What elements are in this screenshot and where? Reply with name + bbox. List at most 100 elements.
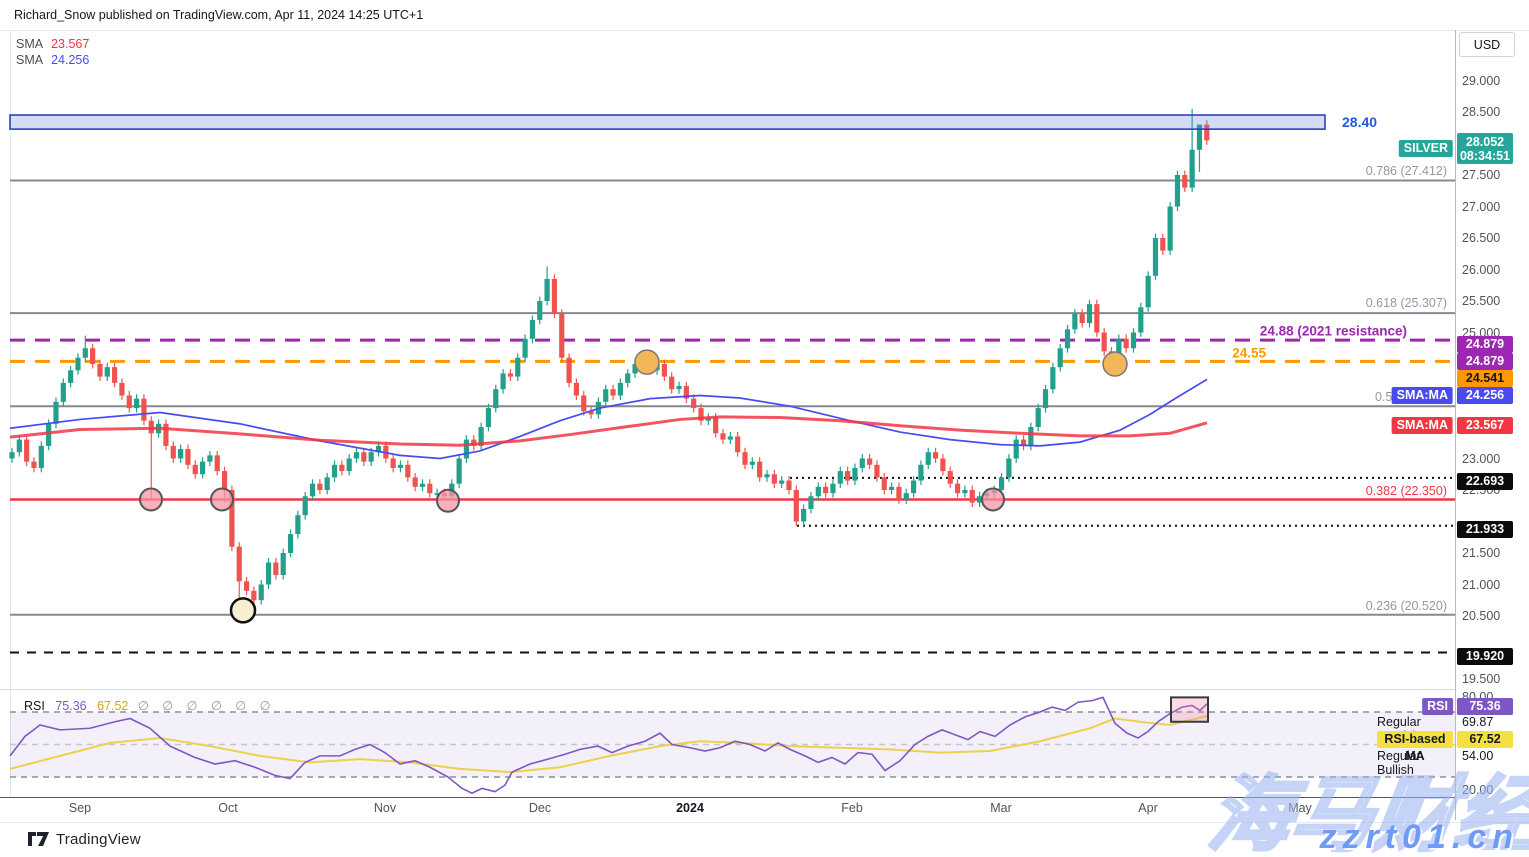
- candle-body: [845, 471, 851, 481]
- candle-body: [610, 389, 616, 396]
- candle-body: [940, 458, 946, 472]
- candle-body: [764, 474, 770, 478]
- axis-price-badge: 22.693: [1457, 472, 1513, 490]
- candle-body: [68, 370, 74, 383]
- candle-body: [603, 389, 609, 402]
- level-label: 24.55: [1232, 345, 1266, 361]
- support-touch-marker: [139, 487, 163, 512]
- price-tick: 21.000: [1462, 577, 1501, 592]
- candle-body: [221, 471, 228, 490]
- candle-body: [1130, 332, 1137, 349]
- candle-body: [236, 546, 242, 582]
- candle-body: [1042, 389, 1049, 409]
- candle-body: [889, 486, 895, 490]
- candle-body: [625, 373, 631, 383]
- candle-body: [669, 376, 675, 390]
- candle-body: [353, 452, 360, 459]
- axis-price-badge: 23.567: [1457, 416, 1513, 434]
- candle-body: [529, 319, 536, 339]
- candle-body: [962, 490, 968, 494]
- candle-body: [742, 452, 748, 465]
- candle-body: [793, 490, 799, 522]
- pane-top-border: [0, 30, 1529, 31]
- candle-body: [361, 452, 367, 462]
- candle-body: [1116, 338, 1122, 358]
- time-axis-label: May: [1288, 801, 1312, 815]
- candle-body: [163, 423, 169, 446]
- candle-body: [463, 439, 470, 459]
- sma-legend-row-2[interactable]: SMA 24.256: [16, 53, 89, 67]
- candle-body: [757, 461, 763, 478]
- rsi-indicator-legend[interactable]: RSI 75.36 67.52 ∅ ∅ ∅ ∅ ∅ ∅: [24, 698, 276, 713]
- candle-body: [1101, 332, 1107, 352]
- candle-body: [1196, 124, 1203, 150]
- axis-price-badge: 24.879: [1457, 352, 1513, 370]
- candle-body: [207, 455, 213, 462]
- candle-body: [419, 483, 426, 487]
- candle-body: [324, 477, 330, 490]
- candle-body: [53, 401, 59, 424]
- price-tick: 26.500: [1462, 231, 1501, 245]
- level-touch-marker: [1102, 351, 1128, 377]
- candle-body: [24, 439, 30, 462]
- rsi-divergence-value: 69.87: [1462, 715, 1494, 729]
- candle-body: [830, 483, 836, 494]
- price-tick: 25.500: [1462, 294, 1501, 308]
- candle-body: [192, 464, 198, 475]
- candle-body: [1035, 408, 1041, 427]
- time-axis-label: Nov: [373, 801, 397, 815]
- candle-body: [434, 493, 440, 495]
- rsi-legend-title: RSI: [24, 699, 45, 713]
- level-label: 0.786 (27.412): [1365, 164, 1447, 178]
- pane-separator[interactable]: [0, 689, 1455, 690]
- candle-body: [1204, 124, 1210, 141]
- candle-body: [727, 436, 733, 440]
- swing-low-marker: [229, 597, 257, 624]
- candle-body: [969, 490, 975, 503]
- price-tick: 20.500: [1462, 609, 1501, 623]
- price-tick: 27.000: [1462, 199, 1501, 214]
- candle-body: [339, 464, 345, 472]
- candle-body: [229, 490, 235, 547]
- candle-body: [749, 461, 755, 465]
- tradingview-logo-icon: [28, 832, 49, 846]
- candle-body: [771, 474, 777, 484]
- candle-body: [698, 408, 704, 421]
- candle-body: [522, 338, 528, 358]
- candle-body: [1167, 206, 1173, 251]
- candle-body: [1020, 439, 1027, 446]
- axis-price-badge: 28.052 08:34:51: [1457, 133, 1513, 164]
- candle-body: [859, 458, 865, 468]
- candle-body: [1086, 304, 1093, 324]
- candle-body: [141, 398, 147, 421]
- candle-body: [478, 427, 484, 446]
- tradingview-brand[interactable]: TradingView: [28, 831, 141, 848]
- candle-body: [1057, 348, 1063, 368]
- candle-body: [251, 590, 257, 601]
- candle-body: [1145, 275, 1151, 308]
- candle-body: [1079, 313, 1085, 324]
- currency-toggle-button[interactable]: USD: [1459, 32, 1515, 57]
- axis-badge-source-label: Regular Bullish: [1377, 749, 1421, 777]
- candle-body: [1050, 367, 1056, 390]
- rsi-tick: 20.00: [1462, 783, 1494, 797]
- rsi-ma-line: [9, 715, 1208, 774]
- candle-body: [427, 483, 433, 494]
- resistance-zone-28-40: [9, 114, 1326, 130]
- candle-body: [720, 433, 726, 440]
- candle-body: [1013, 439, 1019, 459]
- sma-legend-row-1[interactable]: SMA 23.567: [16, 37, 89, 51]
- candle-body: [317, 483, 323, 490]
- price-tick: 19.500: [1462, 672, 1501, 686]
- price-tick: 28.500: [1462, 105, 1501, 119]
- candle-body: [559, 313, 565, 358]
- candle-body: [295, 515, 301, 535]
- time-axis-label: Apr: [1138, 801, 1158, 815]
- candle-body: [617, 382, 623, 396]
- axis-price-badge: 21.933: [1457, 520, 1513, 538]
- candle-body: [412, 477, 418, 487]
- axis-price-badge: 75.36: [1457, 697, 1513, 715]
- axis-price-badge: 24.879: [1457, 335, 1513, 353]
- candle-body: [918, 464, 924, 481]
